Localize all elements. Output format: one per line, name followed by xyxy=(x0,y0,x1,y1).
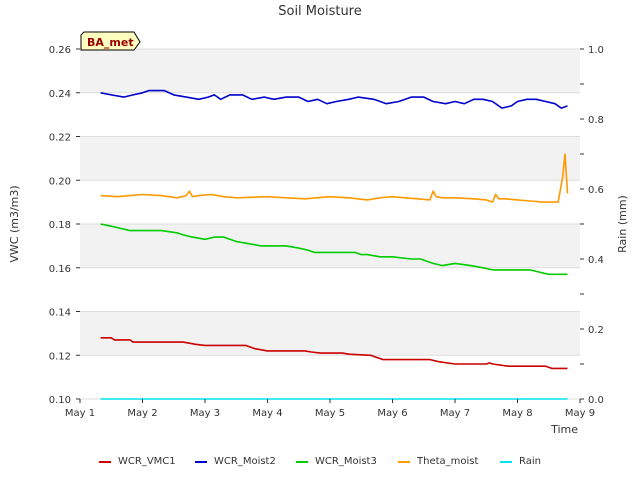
x-tick-label: May 6 xyxy=(377,408,407,419)
y-tick-label: 0.16 xyxy=(49,264,71,275)
y-tick-label: 0.22 xyxy=(49,133,71,144)
y2-tick-label: 1.0 xyxy=(588,45,604,56)
y2-tick-label: 0.2 xyxy=(588,325,604,336)
x-tick-label: May 9 xyxy=(565,408,595,419)
legend-item-rain: Rain xyxy=(500,456,541,467)
legend-item-wcr-vmc1: WCR_VMC1 xyxy=(99,456,176,467)
legend-item-wcr-moist3: WCR_Moist3 xyxy=(296,456,377,467)
x-tick-label: May 8 xyxy=(502,408,532,419)
background-band xyxy=(80,311,580,356)
y-tick-label: 0.14 xyxy=(49,308,71,319)
y2-axis-label: Rain (mm) xyxy=(616,195,629,253)
legend-label: Rain xyxy=(519,456,541,467)
background-band xyxy=(80,136,580,181)
legend: WCR_VMC1 WCR_Moist2 WCR_Moist3 Theta_moist R… xyxy=(99,456,541,467)
background-band xyxy=(80,49,580,93)
badge-shape xyxy=(80,31,141,51)
series-layer xyxy=(100,89,569,400)
legend-label: Theta_moist xyxy=(416,456,478,467)
series-line-wcr-vmc1 xyxy=(100,336,568,370)
y-tick-label: 0.26 xyxy=(49,45,71,56)
x-tick-label: May 4 xyxy=(252,408,282,419)
x-axis-label: Time xyxy=(550,423,578,436)
x-tick-label: May 5 xyxy=(315,408,345,419)
legend-item-theta-moist: Theta_moist xyxy=(398,456,478,467)
x-tick-label: May 1 xyxy=(65,408,95,419)
y-tick-label: 0.12 xyxy=(49,351,71,362)
y2-tick-label: 0.0 xyxy=(588,395,604,406)
series-line-wcr-moist2 xyxy=(100,89,568,109)
x-tick-label: May 3 xyxy=(190,408,220,419)
series-line-theta-moist xyxy=(100,153,569,203)
y2-tick-label: 0.4 xyxy=(588,255,604,266)
y-tick-label: 0.24 xyxy=(49,89,71,100)
legend-label: WCR_Moist2 xyxy=(214,456,276,467)
y-tick-label: 0.18 xyxy=(49,220,71,231)
axes: 0.10 0.12 0.14 0.16 0.18 0.20 0.22 0.24 0.26 0.0 0… xyxy=(49,45,604,419)
badge-label: BA_met xyxy=(87,36,134,49)
x-tick-label: May 2 xyxy=(127,408,157,419)
chart-title: Soil Moisture xyxy=(278,4,362,19)
y2-tick-label: 0.6 xyxy=(588,185,604,196)
gridlines xyxy=(80,48,580,400)
station-badge: BA_met xyxy=(80,31,141,51)
legend-item-wcr-moist2: WCR_Moist2 xyxy=(195,456,276,467)
series-line-wcr-moist3 xyxy=(100,223,568,276)
x-tick-label: May 7 xyxy=(440,408,470,419)
y2-tick-label: 0.8 xyxy=(588,115,604,126)
y-axis-label: VWC (m3/m3) xyxy=(8,185,21,262)
legend-label: WCR_VMC1 xyxy=(118,456,176,467)
y-tick-label: 0.10 xyxy=(49,395,71,406)
y-tick-label: 0.20 xyxy=(49,176,71,187)
legend-label: WCR_Moist3 xyxy=(315,456,377,467)
